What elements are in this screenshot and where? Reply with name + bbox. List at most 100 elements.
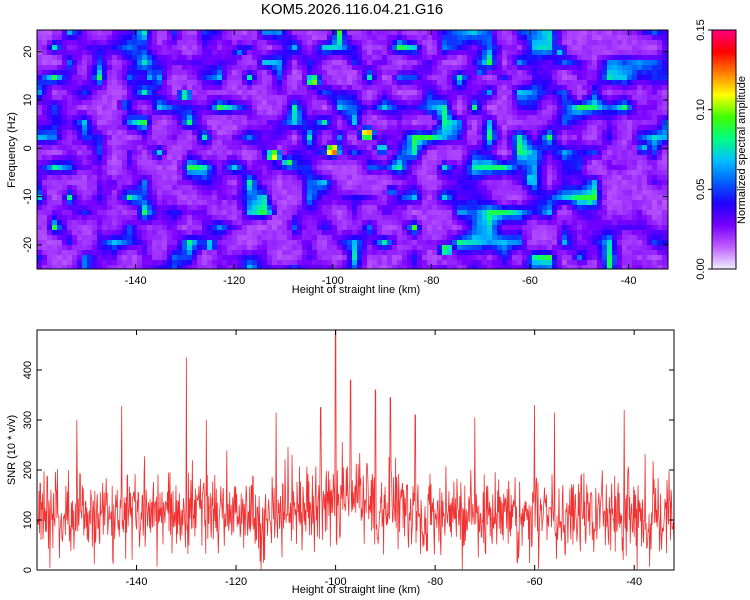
heatmap-cell bbox=[572, 50, 578, 56]
heatmap-cell bbox=[392, 65, 398, 71]
heatmap-cell bbox=[242, 155, 248, 161]
heatmap-cell bbox=[627, 190, 633, 196]
heatmap-cell bbox=[242, 75, 248, 81]
heatmap-cell bbox=[292, 185, 298, 191]
heatmap-cell bbox=[652, 45, 658, 51]
heatmap-cell bbox=[507, 95, 513, 101]
heatmap-cell bbox=[497, 220, 503, 226]
heatmap-cell bbox=[192, 35, 198, 41]
heatmap-cell bbox=[487, 100, 493, 106]
heatmap-cell bbox=[72, 50, 78, 56]
heatmap-cell bbox=[382, 205, 388, 211]
heatmap-cell bbox=[407, 130, 413, 136]
heatmap-cell bbox=[202, 215, 208, 221]
heatmap-cell bbox=[122, 170, 128, 176]
heatmap-cell bbox=[187, 210, 193, 216]
heatmap-cell bbox=[527, 75, 533, 81]
heatmap-cell bbox=[332, 220, 338, 226]
heatmap-cell bbox=[152, 165, 158, 171]
heatmap-cell bbox=[267, 205, 273, 211]
heatmap-cell bbox=[272, 40, 278, 46]
heatmap-cell bbox=[657, 205, 663, 211]
heatmap-cell bbox=[242, 85, 248, 91]
heatmap-cell bbox=[227, 30, 233, 36]
heatmap-cell bbox=[567, 195, 573, 201]
heatmap-cell bbox=[632, 55, 638, 61]
heatmap-cell bbox=[322, 165, 328, 171]
heatmap-cell bbox=[347, 110, 353, 116]
heatmap-cell bbox=[587, 130, 593, 136]
heatmap-cell bbox=[102, 160, 108, 166]
heatmap-cell bbox=[387, 180, 393, 186]
heatmap-cell bbox=[282, 85, 288, 91]
heatmap-cell bbox=[207, 150, 213, 156]
heatmap-cell bbox=[532, 30, 538, 36]
heatmap-cell bbox=[282, 55, 288, 61]
heatmap-cell bbox=[367, 140, 373, 146]
heatmap-cell bbox=[257, 95, 263, 101]
heatmap-cell bbox=[467, 70, 473, 76]
heatmap-cell bbox=[232, 115, 238, 121]
heatmap-cell bbox=[427, 35, 433, 41]
heatmap-cell bbox=[197, 150, 203, 156]
heatmap-cell bbox=[62, 40, 68, 46]
heatmap-cell bbox=[227, 90, 233, 96]
heatmap-cell bbox=[587, 75, 593, 81]
heatmap-cell bbox=[237, 55, 243, 61]
heatmap-cell bbox=[432, 215, 438, 221]
heatmap-cell bbox=[187, 220, 193, 226]
heatmap-cell bbox=[427, 105, 433, 111]
heatmap-cell bbox=[432, 220, 438, 226]
heatmap-cell bbox=[217, 180, 223, 186]
heatmap-cell bbox=[277, 105, 283, 111]
heatmap-cell bbox=[642, 35, 648, 41]
heatmap-cell bbox=[552, 175, 558, 181]
heatmap-cell bbox=[307, 110, 313, 116]
heatmap-cell bbox=[602, 215, 608, 221]
heatmap-cell bbox=[612, 120, 618, 126]
heatmap-cell bbox=[137, 35, 143, 41]
heatmap-cell bbox=[512, 75, 518, 81]
heatmap-cell bbox=[607, 110, 613, 116]
heatmap-cell bbox=[217, 85, 223, 91]
heatmap-cell bbox=[227, 60, 233, 66]
heatmap-cell bbox=[227, 115, 233, 121]
heatmap-cell bbox=[347, 165, 353, 171]
heatmap-cell bbox=[312, 135, 318, 141]
heatmap-cell bbox=[217, 65, 223, 71]
heatmap-cell bbox=[637, 90, 643, 96]
heatmap-cell bbox=[102, 45, 108, 51]
heatmap-cell bbox=[177, 140, 183, 146]
heatmap-cell bbox=[442, 85, 448, 91]
heatmap-cell bbox=[327, 75, 333, 81]
heatmap-cell bbox=[377, 130, 383, 136]
heatmap-cell bbox=[502, 85, 508, 91]
heatmap-cell bbox=[47, 225, 53, 231]
heatmap-cell bbox=[427, 145, 433, 151]
heatmap-cell bbox=[617, 80, 623, 86]
heatmap-cell bbox=[372, 35, 378, 41]
heatmap-cell bbox=[242, 135, 248, 141]
heatmap-cell bbox=[572, 35, 578, 41]
heatmap-cell bbox=[452, 40, 458, 46]
heatmap-cell bbox=[112, 220, 118, 226]
heatmap-cell bbox=[637, 60, 643, 66]
heatmap-cell bbox=[597, 215, 603, 221]
heatmap-cell bbox=[512, 125, 518, 131]
heatmap-cell bbox=[382, 140, 388, 146]
heatmap-cell bbox=[632, 140, 638, 146]
heatmap-cell bbox=[527, 165, 533, 171]
heatmap-cell bbox=[182, 155, 188, 161]
heatmap-cell bbox=[272, 60, 278, 66]
heatmap-cell bbox=[347, 215, 353, 221]
heatmap-cell bbox=[512, 105, 518, 111]
heatmap-cell bbox=[117, 130, 123, 136]
heatmap-cell bbox=[137, 105, 143, 111]
heatmap-cell bbox=[477, 140, 483, 146]
heatmap-cell bbox=[272, 160, 278, 166]
heatmap-cell bbox=[202, 190, 208, 196]
heatmap-cell bbox=[77, 60, 83, 66]
heatmap-cell bbox=[542, 45, 548, 51]
heatmap-cell bbox=[527, 125, 533, 131]
heatmap-cell bbox=[322, 125, 328, 131]
